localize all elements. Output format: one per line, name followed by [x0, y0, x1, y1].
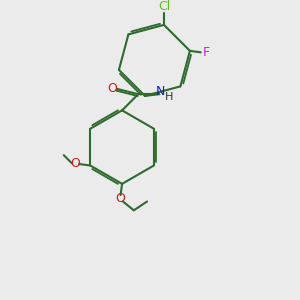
Text: N: N: [155, 85, 165, 98]
Text: Cl: Cl: [158, 0, 170, 13]
Text: O: O: [116, 192, 125, 206]
Text: H: H: [165, 92, 173, 101]
Text: O: O: [70, 157, 80, 170]
Text: F: F: [203, 46, 210, 59]
Text: O: O: [107, 82, 117, 94]
